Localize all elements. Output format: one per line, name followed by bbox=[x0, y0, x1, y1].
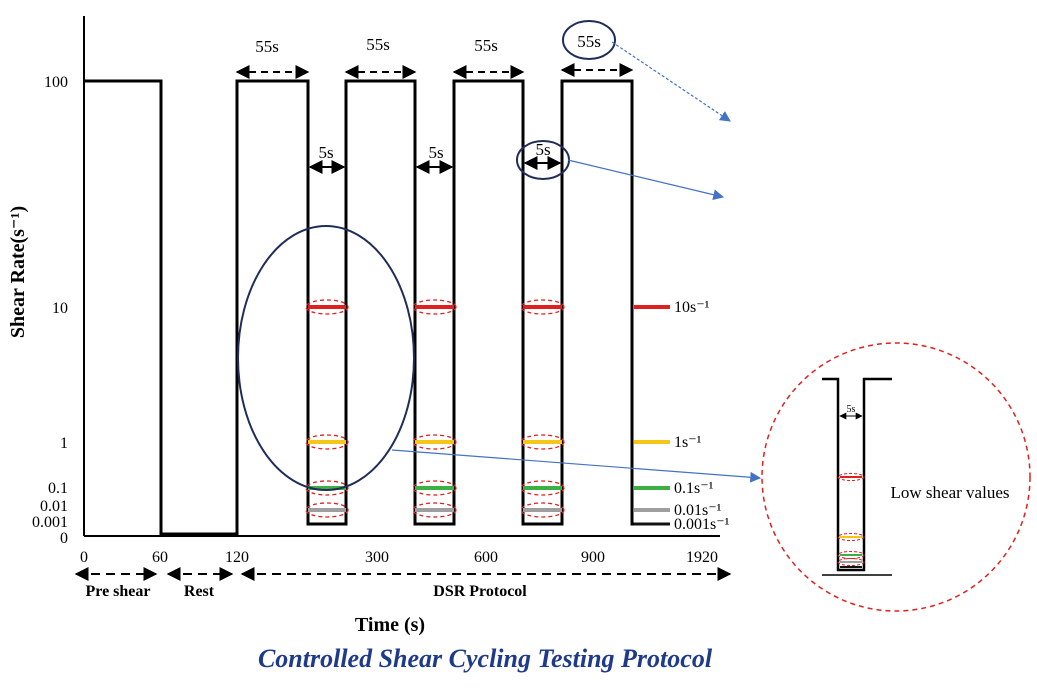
x-axis-label: Time (s) bbox=[355, 614, 425, 636]
level-oval bbox=[520, 502, 565, 518]
legend-label: 10s⁻¹ bbox=[674, 299, 710, 316]
y-tick-label: 0 bbox=[60, 530, 68, 547]
x-tick-labels: 0 60 120 300 600 900 1920 bbox=[80, 549, 718, 566]
duration-label-5s: 5s bbox=[318, 143, 333, 162]
level-oval bbox=[305, 299, 349, 315]
level-oval bbox=[412, 299, 457, 315]
level-marker bbox=[305, 434, 349, 450]
phase-label-pre-shear: Pre shear bbox=[85, 583, 150, 600]
inset-duration-label: 5s bbox=[847, 404, 856, 415]
highlight-oval-large bbox=[237, 225, 415, 491]
inset-level-oval bbox=[837, 551, 865, 559]
level-oval bbox=[412, 502, 457, 518]
legend-label: 0.1s⁻¹ bbox=[674, 480, 714, 497]
x-tick-label: 1920 bbox=[686, 549, 718, 566]
x-tick-label: 60 bbox=[152, 549, 168, 566]
chart-title: Controlled Shear Cycling Testing Protoco… bbox=[257, 644, 713, 673]
inset-level-oval bbox=[837, 473, 865, 481]
level-oval bbox=[412, 480, 457, 496]
y-tick-label: 0.1 bbox=[48, 480, 68, 497]
level-marker bbox=[520, 299, 565, 315]
phase-label-dsr: DSR Protocol bbox=[433, 583, 527, 600]
level-marker bbox=[520, 480, 565, 496]
inset-text: Low shear values bbox=[891, 483, 1010, 502]
y-tick-label: 0.001 bbox=[32, 514, 68, 531]
level-marker bbox=[305, 502, 349, 518]
level-oval bbox=[520, 480, 565, 496]
level-oval bbox=[520, 299, 565, 315]
level-marker bbox=[412, 434, 457, 450]
y-tick-label: 10 bbox=[52, 300, 68, 317]
inset-level-oval bbox=[837, 558, 865, 566]
highlight-oval-55s bbox=[562, 20, 616, 60]
shear-rate-series bbox=[84, 79, 670, 536]
level-marker bbox=[412, 299, 457, 315]
phase-label-rest: Rest bbox=[184, 583, 215, 600]
y-axis-label: Shear Rate(s⁻¹) bbox=[7, 206, 29, 338]
callout-arrow bbox=[567, 159, 725, 200]
duration-label-55s: 55s bbox=[474, 36, 498, 55]
legend-label: 0.001s⁻¹ bbox=[674, 516, 730, 533]
inset: 5s Low shear values bbox=[761, 342, 1031, 612]
y-tick-label: 1 bbox=[60, 435, 68, 452]
legend: 10s⁻¹ 1s⁻¹ 0.1s⁻¹ 0.01s⁻¹0.001s⁻¹ bbox=[634, 299, 730, 533]
y-tick-label: 100 bbox=[44, 74, 68, 91]
legend-label: 1s⁻¹ bbox=[674, 434, 702, 451]
y-tick-label: 0.01 bbox=[40, 498, 68, 515]
legend-label: 0.01s⁻¹ bbox=[674, 502, 722, 519]
duration-label-55s: 55s bbox=[255, 37, 279, 56]
level-marker bbox=[520, 502, 565, 518]
level-marker bbox=[412, 502, 457, 518]
level-oval bbox=[412, 434, 457, 450]
level-oval bbox=[305, 434, 349, 450]
callout-arrow bbox=[391, 449, 762, 483]
x-tick-label: 600 bbox=[474, 549, 498, 566]
callout-arrow bbox=[611, 41, 731, 122]
level-marker bbox=[520, 434, 565, 450]
duration-label-5s: 5s bbox=[428, 143, 443, 162]
duration-label-55s: 55s bbox=[366, 35, 390, 54]
y-tick-labels: 100 10 1 0.1 0.01 0.001 0 bbox=[32, 74, 68, 547]
level-oval bbox=[520, 434, 565, 450]
level-oval bbox=[305, 480, 349, 496]
duration-label-5s: 5s bbox=[535, 140, 550, 159]
x-tick-label: 900 bbox=[581, 549, 605, 566]
x-tick-label: 120 bbox=[225, 549, 249, 566]
inset-level-oval bbox=[837, 533, 865, 541]
inset-markers bbox=[837, 473, 865, 568]
duration-label-55s: 55s bbox=[577, 32, 601, 51]
level-oval bbox=[305, 502, 349, 518]
callout-arrows bbox=[391, 41, 762, 483]
level-marker bbox=[305, 299, 349, 315]
high-shear-duration-arrows bbox=[235, 63, 634, 79]
inset-circle bbox=[761, 342, 1031, 612]
low-shear-duration-arrows bbox=[308, 156, 562, 174]
level-marker bbox=[412, 480, 457, 496]
inset-waveform bbox=[822, 377, 892, 572]
x-tick-label: 0 bbox=[80, 549, 88, 566]
x-tick-label: 300 bbox=[365, 549, 389, 566]
